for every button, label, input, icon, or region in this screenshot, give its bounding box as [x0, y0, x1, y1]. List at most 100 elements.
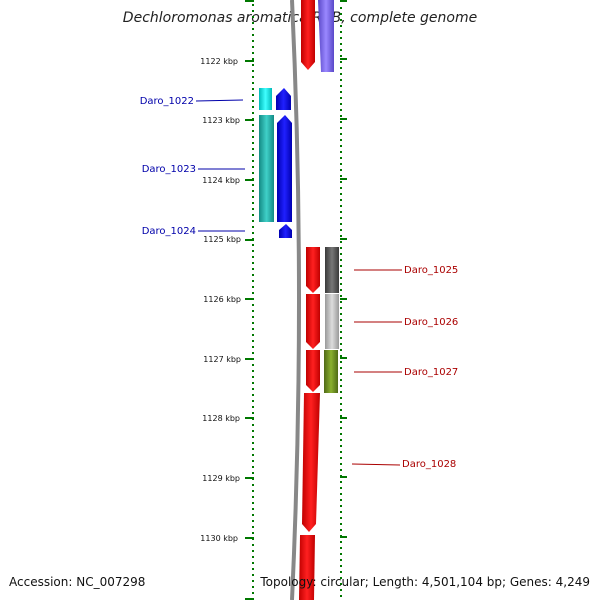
minor-tick: [340, 343, 342, 345]
minor-tick: [252, 580, 254, 582]
gene-daro-1025-strand: [306, 247, 320, 293]
major-tick: [245, 60, 254, 62]
minor-tick: [252, 346, 254, 348]
gene-daro-1023-strand: [277, 115, 292, 222]
gene-label-daro-1022[interactable]: Daro_1022: [140, 96, 194, 107]
minor-tick: [340, 199, 342, 201]
minor-tick: [340, 589, 342, 591]
minor-tick: [252, 190, 254, 192]
left-tick-column: [245, 0, 254, 600]
minor-tick: [340, 181, 342, 183]
minor-tick: [340, 499, 342, 501]
gene-daro-1025-cog: [325, 247, 339, 293]
minor-tick: [340, 595, 342, 597]
minor-tick: [340, 283, 342, 285]
minor-tick: [340, 235, 342, 237]
minor-tick: [340, 385, 342, 387]
minor-tick: [340, 529, 342, 531]
minor-tick: [252, 292, 254, 294]
minor-tick: [340, 271, 342, 273]
minor-tick: [252, 340, 254, 342]
kbp-label: 1123 kbp: [202, 116, 240, 125]
minor-tick: [252, 256, 254, 258]
minor-tick: [340, 151, 342, 153]
gene-label-daro-1025[interactable]: Daro_1025: [404, 265, 458, 276]
minor-tick: [340, 25, 342, 27]
major-tick: [340, 0, 347, 2]
minor-tick: [252, 436, 254, 438]
minor-tick: [252, 352, 254, 354]
accession-text: Accession: NC_007298: [9, 575, 146, 589]
minor-tick: [252, 304, 254, 306]
minor-tick: [340, 289, 342, 291]
minor-tick: [252, 496, 254, 498]
minor-tick: [252, 142, 254, 144]
minor-tick: [252, 16, 254, 18]
minor-tick: [252, 160, 254, 162]
minor-tick: [340, 97, 342, 99]
minor-tick: [340, 349, 342, 351]
minor-tick: [340, 379, 342, 381]
minor-tick: [340, 409, 342, 411]
minor-tick: [340, 49, 342, 51]
minor-tick: [252, 244, 254, 246]
minor-tick: [252, 136, 254, 138]
minor-tick: [252, 382, 254, 384]
minor-tick: [340, 559, 342, 561]
minor-tick: [340, 175, 342, 177]
major-tick: [245, 298, 254, 300]
major-tick: [245, 477, 254, 479]
minor-tick: [340, 295, 342, 297]
minor-tick: [252, 10, 254, 12]
gene-bottom-forward: [299, 535, 315, 600]
gene-label-daro-1023[interactable]: Daro_1023: [142, 164, 196, 175]
kbp-label: 1124 kbp: [202, 176, 240, 185]
minor-tick: [252, 532, 254, 534]
minor-tick: [252, 286, 254, 288]
minor-tick: [252, 124, 254, 126]
minor-tick: [252, 424, 254, 426]
minor-tick: [340, 421, 342, 423]
minor-tick: [252, 34, 254, 36]
minor-tick: [252, 58, 254, 60]
minor-tick: [340, 13, 342, 15]
minor-tick: [340, 493, 342, 495]
gene-daro-1028-strand: [302, 393, 320, 532]
gene-label-daro-1027[interactable]: Daro_1027: [404, 367, 458, 378]
minor-tick: [340, 361, 342, 363]
minor-tick: [340, 511, 342, 513]
minor-tick: [340, 67, 342, 69]
minor-tick: [340, 55, 342, 57]
major-tick: [340, 357, 347, 359]
minor-tick: [340, 427, 342, 429]
minor-tick: [340, 223, 342, 225]
minor-tick: [252, 388, 254, 390]
minor-tick: [340, 85, 342, 87]
minor-tick: [340, 109, 342, 111]
minor-tick: [340, 457, 342, 459]
minor-tick: [340, 571, 342, 573]
minor-tick: [252, 508, 254, 510]
gene-label-daro-1028[interactable]: Daro_1028: [402, 459, 456, 470]
minor-tick: [252, 40, 254, 42]
minor-tick: [340, 319, 342, 321]
minor-tick: [340, 229, 342, 231]
gene-label-daro-1026[interactable]: Daro_1026: [404, 317, 458, 328]
minor-tick: [340, 397, 342, 399]
minor-tick: [252, 274, 254, 276]
minor-tick: [340, 7, 342, 9]
minor-tick: [252, 172, 254, 174]
major-tick: [340, 118, 347, 120]
minor-tick: [252, 166, 254, 168]
minor-tick: [252, 334, 254, 336]
minor-tick: [340, 217, 342, 219]
minor-tick: [252, 202, 254, 204]
gene-daro-1026-strand: [306, 294, 320, 349]
gene-label-daro-1024[interactable]: Daro_1024: [142, 226, 196, 237]
major-tick: [245, 598, 254, 600]
minor-tick: [252, 364, 254, 366]
major-tick: [245, 417, 254, 419]
minor-tick: [340, 19, 342, 21]
minor-tick: [340, 523, 342, 525]
minor-tick: [340, 331, 342, 333]
